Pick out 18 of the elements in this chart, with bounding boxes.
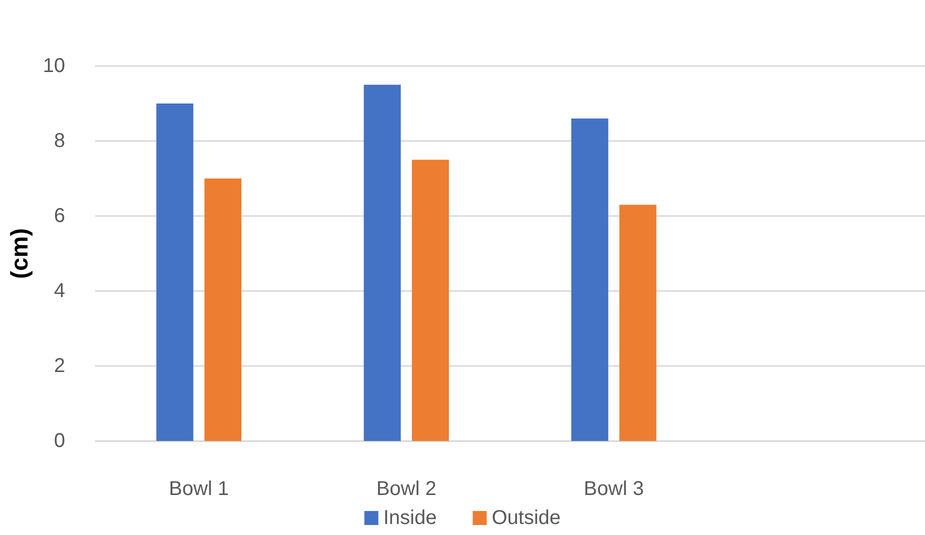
- x-tick-label: Bowl 1: [168, 478, 229, 500]
- x-tick-label: Bowl 3: [584, 478, 644, 500]
- bar: [619, 204, 656, 441]
- y-tick-label: 4: [54, 280, 66, 302]
- bar: [204, 178, 242, 441]
- bar: [156, 104, 194, 441]
- x-tick-label: Bowl 2: [376, 478, 436, 500]
- bar: [571, 118, 608, 441]
- legend-label: Outside: [492, 507, 561, 529]
- y-tick-label: 6: [54, 205, 66, 227]
- bar: [364, 84, 401, 441]
- bar: [412, 160, 449, 441]
- y-tick-label: 0: [54, 430, 66, 452]
- y-tick-label: 2: [54, 355, 66, 377]
- y-axis-title: (cm): [6, 228, 34, 279]
- y-tick-label: 8: [54, 130, 66, 152]
- y-tick-label: 10: [42, 55, 66, 77]
- legend-label: Inside: [383, 507, 437, 529]
